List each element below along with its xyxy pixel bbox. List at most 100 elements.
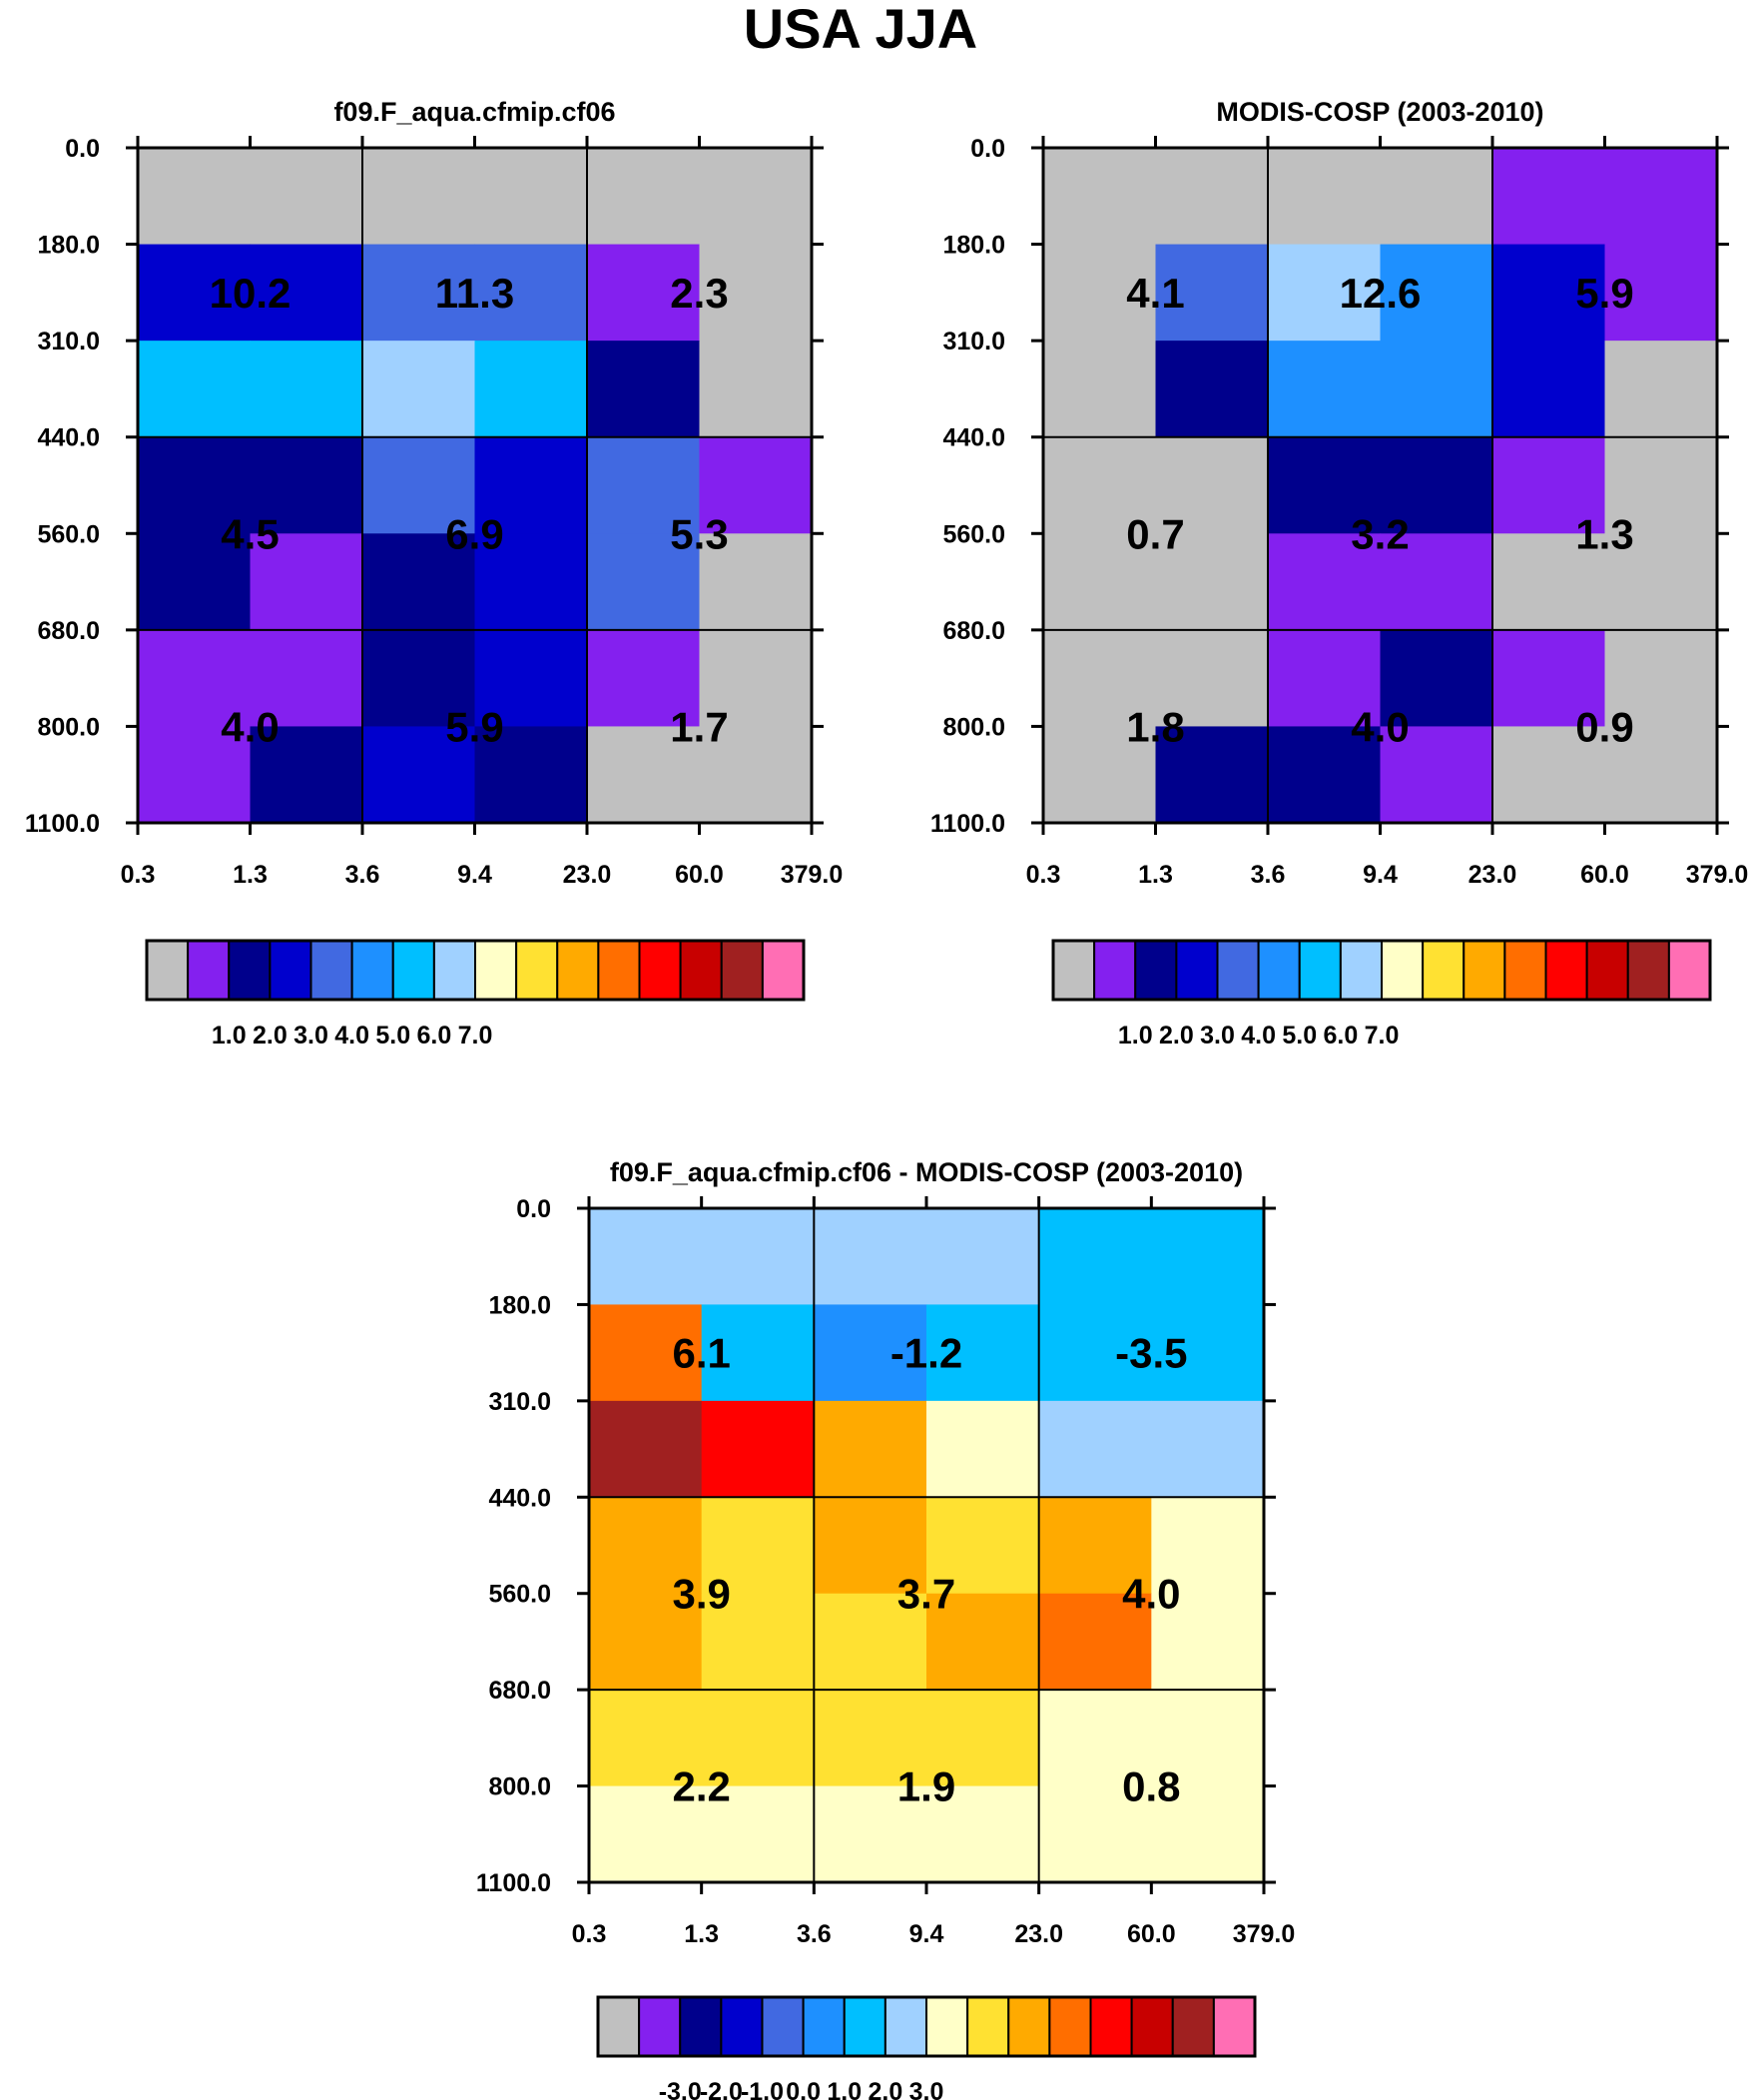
heatmap-cell [1038,1785,1152,1883]
heatmap-cell [1155,244,1269,342]
cell-value-label: 2.2 [672,1763,730,1810]
heatmap-cell [1604,726,1718,824]
heatmap-cell [474,341,588,438]
heatmap-cell [1492,629,1606,728]
heatmap-cell [250,629,363,728]
heatmap-cell [589,1400,703,1498]
heatmap-cell [1492,533,1606,631]
y-tick-label: 440.0 [488,1484,551,1512]
y-tick-label: 1100.0 [476,1869,551,1897]
heatmap-cell [1038,1593,1152,1691]
heatmap-cell [362,533,476,631]
colorbar-box [1257,940,1301,1001]
x-tick-label: 0.3 [1026,861,1061,889]
heatmap-cell [587,244,701,342]
colorbar-box [761,1996,805,2057]
cell-value-label: 3.7 [897,1571,955,1618]
heatmap-cell [1604,629,1718,728]
cell-value-label: 5.9 [445,703,503,750]
colorbar-box [1130,1996,1174,2057]
y-tick-label: 560.0 [488,1581,551,1609]
heatmap-cell [814,1593,927,1691]
colorbar-label: 5.0 [375,1022,410,1050]
cell-value-label: 4.5 [221,510,279,557]
heatmap-cell [701,1497,815,1595]
colorbar-label: -1.0 [741,2078,784,2100]
colorbar-box [1089,1996,1133,2057]
heatmap-cell [362,341,476,438]
colorbar-box [1585,940,1629,1001]
colorbar-box [187,940,231,1001]
heatmap-cell [701,1304,815,1402]
cell-value-label: 11.3 [435,270,514,317]
x-tick-label: 23.0 [563,861,612,889]
cell-value-label: 0.9 [1575,703,1633,750]
cell-value-label: 12.6 [1340,270,1422,317]
cell-value-label: 6.9 [445,510,503,557]
heatmap-cell [1038,1400,1152,1498]
colorbar-label: 3.0 [293,1022,328,1050]
cell-value-label: 2.3 [670,270,728,317]
heatmap-cell [1043,726,1157,824]
cell-value-label: 4.1 [1126,270,1184,317]
heatmap-cell [1268,726,1382,824]
heatmap-cell [589,1304,703,1402]
heatmap-panels: f09.F_aqua.cfmip.cf06 0.0 180.0 310.0 440.0 5… [25,97,1748,2100]
colorbar-label: -3.0 [659,2078,702,2100]
x-tick-label: 9.4 [1363,861,1398,889]
cell-value-label: 4.0 [221,703,279,750]
y-tick-label: 180.0 [488,1291,551,1319]
heatmap-cell [1038,1208,1152,1306]
colorbar-box [146,940,190,1001]
heatmap-cell [1151,1304,1265,1402]
colorbar-box [515,940,559,1001]
y-tick-label: 440.0 [37,424,100,452]
cell-value-label: 5.9 [1575,270,1633,317]
figure-title: USA JJA [744,0,977,60]
heatmap-cell [814,1304,927,1402]
cell-value-label: 1.8 [1126,703,1184,750]
cell-value-label: -3.5 [1115,1330,1187,1377]
heatmap-cell [1492,148,1606,246]
heatmap-cell [699,726,813,824]
x-tick-label: 60.0 [1127,1920,1176,1948]
heatmap-cell [587,533,701,631]
heatmap-cell [587,436,701,534]
colorbar-box [966,1996,1010,2057]
colorbar-box [720,1996,764,2057]
y-tick-label: 180.0 [37,232,100,260]
heatmap-cell [1043,436,1157,534]
heatmap-cell [1380,629,1493,728]
x-tick-label: 3.6 [345,861,380,889]
heatmap-cell [250,533,363,631]
colorbar-label: 2.0 [1159,1022,1194,1050]
colorbar-box [1171,1996,1215,2057]
colorbar-box [1216,940,1260,1001]
heatmap-cell [250,436,363,534]
colorbar-label: 3.0 [909,2078,944,2100]
heatmap-cell [250,726,363,824]
colorbar-frame [1051,939,1712,1002]
heatmap-cell [1155,436,1269,534]
colorbar-label: 5.0 [1282,1022,1317,1050]
colorbar-box [1503,940,1547,1001]
heatmap-cell [362,148,476,246]
y-tick-label: 800.0 [37,713,100,741]
x-tick-label: 0.3 [121,861,156,889]
heatmap-cell [362,436,476,534]
colorbar-label: 1.0 [827,2078,862,2100]
heatmap-cell [701,1208,815,1306]
heatmap-cell [474,533,588,631]
heatmap-cell [1268,629,1382,728]
y-tick-label: 310.0 [37,328,100,355]
heatmap-cell [250,341,363,438]
colorbar-box [1052,940,1096,1001]
heatmap-cell [814,1400,927,1498]
heatmap-cell [1151,1208,1265,1306]
heatmap-cell [138,629,252,728]
colorbar-box [1212,1996,1256,2057]
heatmap-cell [1155,341,1269,438]
heatmap-cell [701,1400,815,1498]
colorbar-box [597,1996,641,2057]
